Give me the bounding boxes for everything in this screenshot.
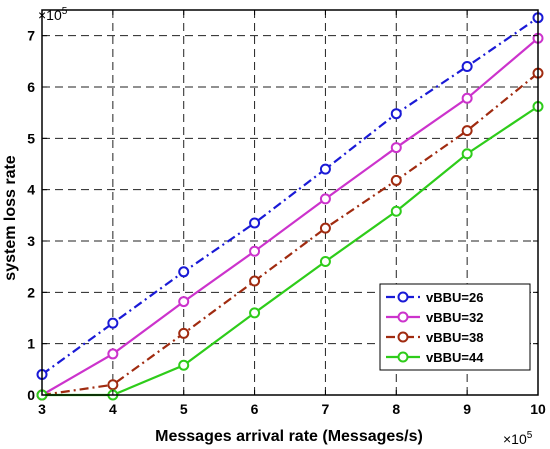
data-point xyxy=(178,327,190,339)
data-point xyxy=(107,317,119,329)
legend-label: vBBU=38 xyxy=(426,330,483,345)
x-tick-label: 4 xyxy=(109,401,117,417)
x-axis-exponent: ×105 xyxy=(503,430,533,447)
legend-marker xyxy=(397,351,409,363)
x-tick-label: 3 xyxy=(38,401,46,417)
data-point xyxy=(390,108,402,120)
x-axis-label: Messages arrival rate (Messages/s) xyxy=(155,428,423,445)
y-tick-label: 7 xyxy=(27,28,35,44)
y-tick-label: 3 xyxy=(27,233,35,249)
data-point xyxy=(249,245,261,257)
y-axis-exponent: ×105 xyxy=(38,6,68,23)
x-tick-label: 8 xyxy=(392,401,400,417)
x-tick-label: 5 xyxy=(180,401,188,417)
data-point xyxy=(319,193,331,205)
data-point xyxy=(178,359,190,371)
data-point xyxy=(249,217,261,229)
data-point xyxy=(461,60,473,72)
legend-marker xyxy=(397,291,409,303)
y-tick-label: 1 xyxy=(27,336,35,352)
data-point xyxy=(461,125,473,137)
series-layer xyxy=(36,12,544,401)
data-point xyxy=(178,266,190,278)
data-point xyxy=(107,379,119,391)
data-point xyxy=(319,163,331,175)
data-point xyxy=(461,148,473,160)
x-tick-label: 7 xyxy=(322,401,330,417)
data-point xyxy=(390,142,402,154)
data-point xyxy=(319,222,331,234)
y-axis-label: system loss rate xyxy=(2,155,19,281)
legend-item: vBBU=26 xyxy=(386,290,483,305)
legend-marker xyxy=(397,311,409,323)
series-vBBU=32 xyxy=(36,32,544,401)
data-point xyxy=(390,174,402,186)
data-point xyxy=(319,256,331,268)
data-point xyxy=(178,296,190,308)
series-line xyxy=(41,72,539,397)
series-line xyxy=(42,105,539,397)
data-point xyxy=(107,348,119,360)
series-line xyxy=(41,16,539,376)
data-point xyxy=(461,92,473,104)
legend-item: vBBU=44 xyxy=(386,350,484,365)
grid xyxy=(42,10,538,395)
series-line xyxy=(41,37,539,396)
data-point xyxy=(249,307,261,319)
legend-label: vBBU=26 xyxy=(426,290,483,305)
legend-label: vBBU=32 xyxy=(426,310,483,325)
y-tick-label: 4 xyxy=(27,182,35,198)
x-tick-label: 6 xyxy=(251,401,259,417)
x-tick-label: 10 xyxy=(530,401,546,417)
legend-marker xyxy=(397,331,409,343)
y-tick-label: 5 xyxy=(27,130,35,146)
legend-label: vBBU=44 xyxy=(426,350,484,365)
y-tick-label: 0 xyxy=(27,387,35,403)
ticks: 3 4 5 6 7 8 9 10 0 1 2 3 4 5 6 7 xyxy=(27,10,546,417)
data-point xyxy=(390,205,402,217)
legend-item: vBBU=38 xyxy=(386,330,483,345)
x-tick-label: 9 xyxy=(463,401,471,417)
legend-item: vBBU=32 xyxy=(386,310,483,325)
plot-frame xyxy=(41,9,539,396)
data-point xyxy=(249,275,261,287)
y-tick-label: 6 xyxy=(27,79,35,95)
y-tick-label: 2 xyxy=(27,284,35,300)
legend: vBBU=26 vBBU=32 vBBU=38 vBBU=44 xyxy=(379,283,531,371)
